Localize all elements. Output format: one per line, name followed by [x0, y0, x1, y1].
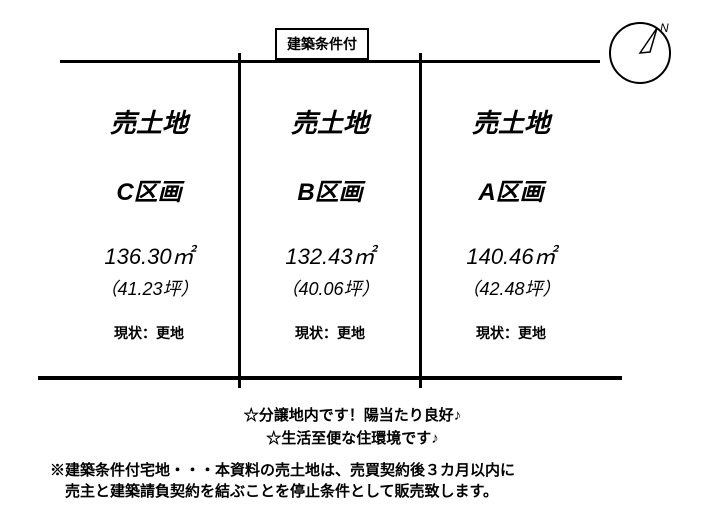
divider-overrun [419, 376, 422, 388]
disclaimer-line-2: 売主と建築請負契約を結ぶことを停止条件として販売致します。 [50, 481, 670, 502]
compass-label: N [660, 21, 669, 35]
divider-overrun [238, 53, 241, 63]
plot-title: 売土地 [291, 103, 369, 140]
compass-icon: N [605, 18, 675, 93]
divider-overrun [419, 53, 422, 63]
plot-status: 現状：更地 [295, 323, 365, 343]
baseline-overrun-left [38, 376, 60, 380]
header-condition-label: 建築条件付 [287, 36, 357, 52]
plot-section: C区画 [116, 172, 181, 207]
plot-c: 売土地 C区画 136.30㎡ （41.23坪） 現状：更地 [60, 63, 241, 376]
plot-area: 136.30㎡ [104, 239, 193, 271]
plot-title: 売土地 [110, 103, 188, 140]
plot-a: 売土地 A区画 140.46㎡ （42.48坪） 現状：更地 [422, 63, 600, 376]
disclaimer-block: ※建築条件付宅地・・・本資料の売土地は、売買契約後３カ月以内に 売主と建築請負契… [50, 460, 670, 502]
note-line-1: ☆分譲地内です！陽当たり良好♪ [0, 405, 705, 428]
plot-container: 売土地 C区画 136.30㎡ （41.23坪） 現状：更地 売土地 B区画 1… [60, 60, 600, 380]
plot-status: 現状：更地 [476, 323, 546, 343]
plot-tsubo: （41.23坪） [99, 275, 198, 301]
plot-area: 140.46㎡ [466, 239, 555, 271]
plot-section: A区画 [478, 172, 543, 207]
plot-status: 現状：更地 [114, 323, 184, 343]
header-condition-box: 建築条件付 [275, 28, 369, 60]
plot-tsubo: （40.06坪） [280, 275, 379, 301]
divider-overrun [238, 376, 241, 388]
plot-b: 売土地 B区画 132.43㎡ （40.06坪） 現状：更地 [241, 63, 422, 376]
baseline-overrun-right [600, 376, 622, 380]
plot-tsubo: （42.48坪） [461, 275, 560, 301]
plot-title: 売土地 [472, 103, 550, 140]
notes-block: ☆分譲地内です！陽当たり良好♪ ☆生活至便な住環境です♪ [0, 405, 705, 450]
note-line-2: ☆生活至便な住環境です♪ [0, 428, 705, 451]
disclaimer-line-1: ※建築条件付宅地・・・本資料の売土地は、売買契約後３カ月以内に [50, 460, 670, 481]
plot-section: B区画 [297, 172, 362, 207]
plot-area: 132.43㎡ [285, 239, 374, 271]
